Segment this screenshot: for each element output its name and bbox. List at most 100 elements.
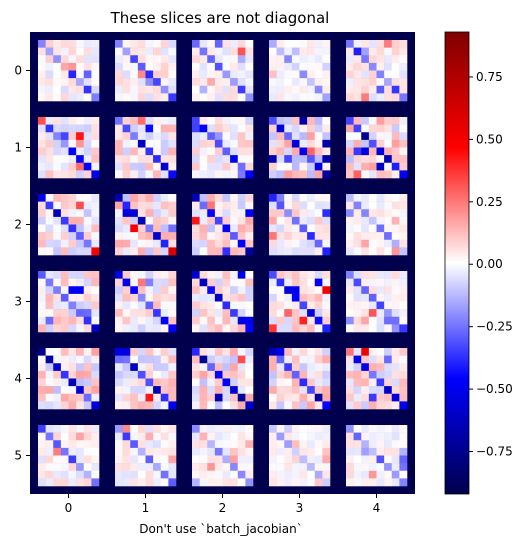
heatmap-cell — [160, 40, 169, 48]
heatmap-cell — [207, 40, 216, 48]
heatmap-cell — [353, 447, 362, 456]
heatmap-cell — [38, 432, 46, 441]
heatmap-cell — [299, 463, 308, 472]
heatmap-cell — [207, 162, 216, 171]
heatmap-cell — [276, 93, 285, 102]
heatmap-cell — [376, 216, 385, 225]
heatmap-cell — [168, 378, 177, 387]
heatmap-cell — [168, 278, 177, 287]
heatmap-cell — [314, 216, 323, 225]
heatmap-cell — [130, 216, 139, 225]
heatmap-cell — [38, 301, 46, 310]
heatmap-cell — [214, 239, 223, 248]
heatmap-cell — [222, 463, 231, 472]
heatmap-cell — [376, 55, 385, 64]
heatmap-cell — [284, 162, 293, 171]
heatmap-cell — [245, 139, 254, 148]
heatmap-cell — [207, 370, 216, 379]
heatmap-cell — [322, 463, 331, 472]
heatmap-cell — [291, 370, 300, 379]
heatmap-cell — [353, 147, 362, 156]
heatmap-cell — [245, 478, 254, 487]
heatmap-cell — [222, 348, 231, 356]
heatmap-cell — [346, 55, 354, 64]
heatmap-cell — [361, 93, 370, 102]
heatmap-cell — [346, 78, 354, 87]
heatmap-cell — [130, 286, 139, 295]
heatmap-cell — [245, 132, 254, 141]
heatmap-cell — [168, 70, 177, 79]
heatmap-cell — [214, 155, 223, 164]
heatmap-cell — [307, 93, 316, 102]
heatmap-cell — [399, 62, 408, 71]
heatmap-cell — [122, 117, 131, 125]
heatmap-cell — [346, 139, 354, 148]
heatmap-cell — [269, 239, 277, 248]
heatmap-cell — [361, 139, 370, 148]
heatmap-cell — [153, 425, 162, 433]
heatmap-cell — [353, 470, 362, 479]
heatmap-cell — [137, 425, 146, 433]
heatmap-cell — [45, 386, 54, 395]
heatmap-cell — [368, 93, 377, 102]
heatmap-cell — [68, 232, 77, 241]
heatmap-cell — [269, 463, 277, 472]
heatmap-cell — [276, 216, 285, 225]
heatmap-cell — [346, 316, 354, 325]
heatmap-cell — [368, 432, 377, 441]
colorbar-tick-label: −0.50 — [476, 382, 513, 396]
heatmap-cell — [207, 232, 216, 241]
heatmap-cell — [237, 239, 246, 248]
heatmap-cell — [91, 301, 100, 310]
heatmap-cell — [222, 40, 231, 48]
heatmap-cell — [299, 316, 308, 325]
heatmap-cell — [269, 316, 277, 325]
heatmap-cell — [130, 47, 139, 56]
heatmap-cell — [269, 378, 277, 387]
heatmap-cell — [307, 209, 316, 218]
heatmap-cell — [353, 139, 362, 148]
heatmap-cell — [307, 155, 316, 164]
heatmap-cell — [391, 440, 400, 449]
heatmap-cell — [91, 316, 100, 325]
heatmap-cell — [168, 194, 177, 202]
heatmap-cell — [284, 348, 293, 356]
heatmap-cell — [284, 463, 293, 472]
heatmap-cell — [222, 286, 231, 295]
heatmap-cell — [192, 139, 200, 148]
heatmap-cell — [145, 40, 154, 48]
heatmap-cell — [192, 324, 200, 333]
heatmap-cell — [45, 124, 54, 133]
heatmap-cell — [76, 425, 85, 433]
heatmap-cell — [91, 124, 100, 133]
heatmap-cell — [299, 132, 308, 141]
heatmap-cell — [346, 286, 354, 295]
heatmap-cell — [76, 470, 85, 479]
heatmap-cell — [76, 93, 85, 102]
heatmap-cell — [130, 55, 139, 64]
heatmap-cell — [391, 378, 400, 387]
heatmap-cell — [276, 232, 285, 241]
heatmap-cell — [199, 348, 208, 356]
heatmap-cell — [68, 155, 77, 164]
heatmap-cell — [68, 432, 77, 441]
heatmap-cell — [384, 139, 393, 148]
heatmap-cell — [222, 70, 231, 79]
heatmap-cell — [353, 309, 362, 318]
heatmap-cell — [361, 432, 370, 441]
heatmap-cell — [130, 155, 139, 164]
heatmap-cell — [160, 62, 169, 71]
heatmap-cell — [284, 324, 293, 333]
heatmap-cell — [153, 386, 162, 395]
heatmap-cell — [361, 194, 370, 202]
heatmap-cell — [91, 470, 100, 479]
heatmap-cell — [214, 162, 223, 171]
heatmap-cell — [276, 78, 285, 87]
heatmap-cell — [399, 224, 408, 233]
heatmap-cell — [230, 463, 239, 472]
heatmap-cell — [245, 393, 254, 402]
heatmap-cell — [60, 286, 69, 295]
heatmap-cell — [299, 194, 308, 202]
heatmap-cell — [291, 478, 300, 487]
heatmap-cell — [137, 363, 146, 372]
